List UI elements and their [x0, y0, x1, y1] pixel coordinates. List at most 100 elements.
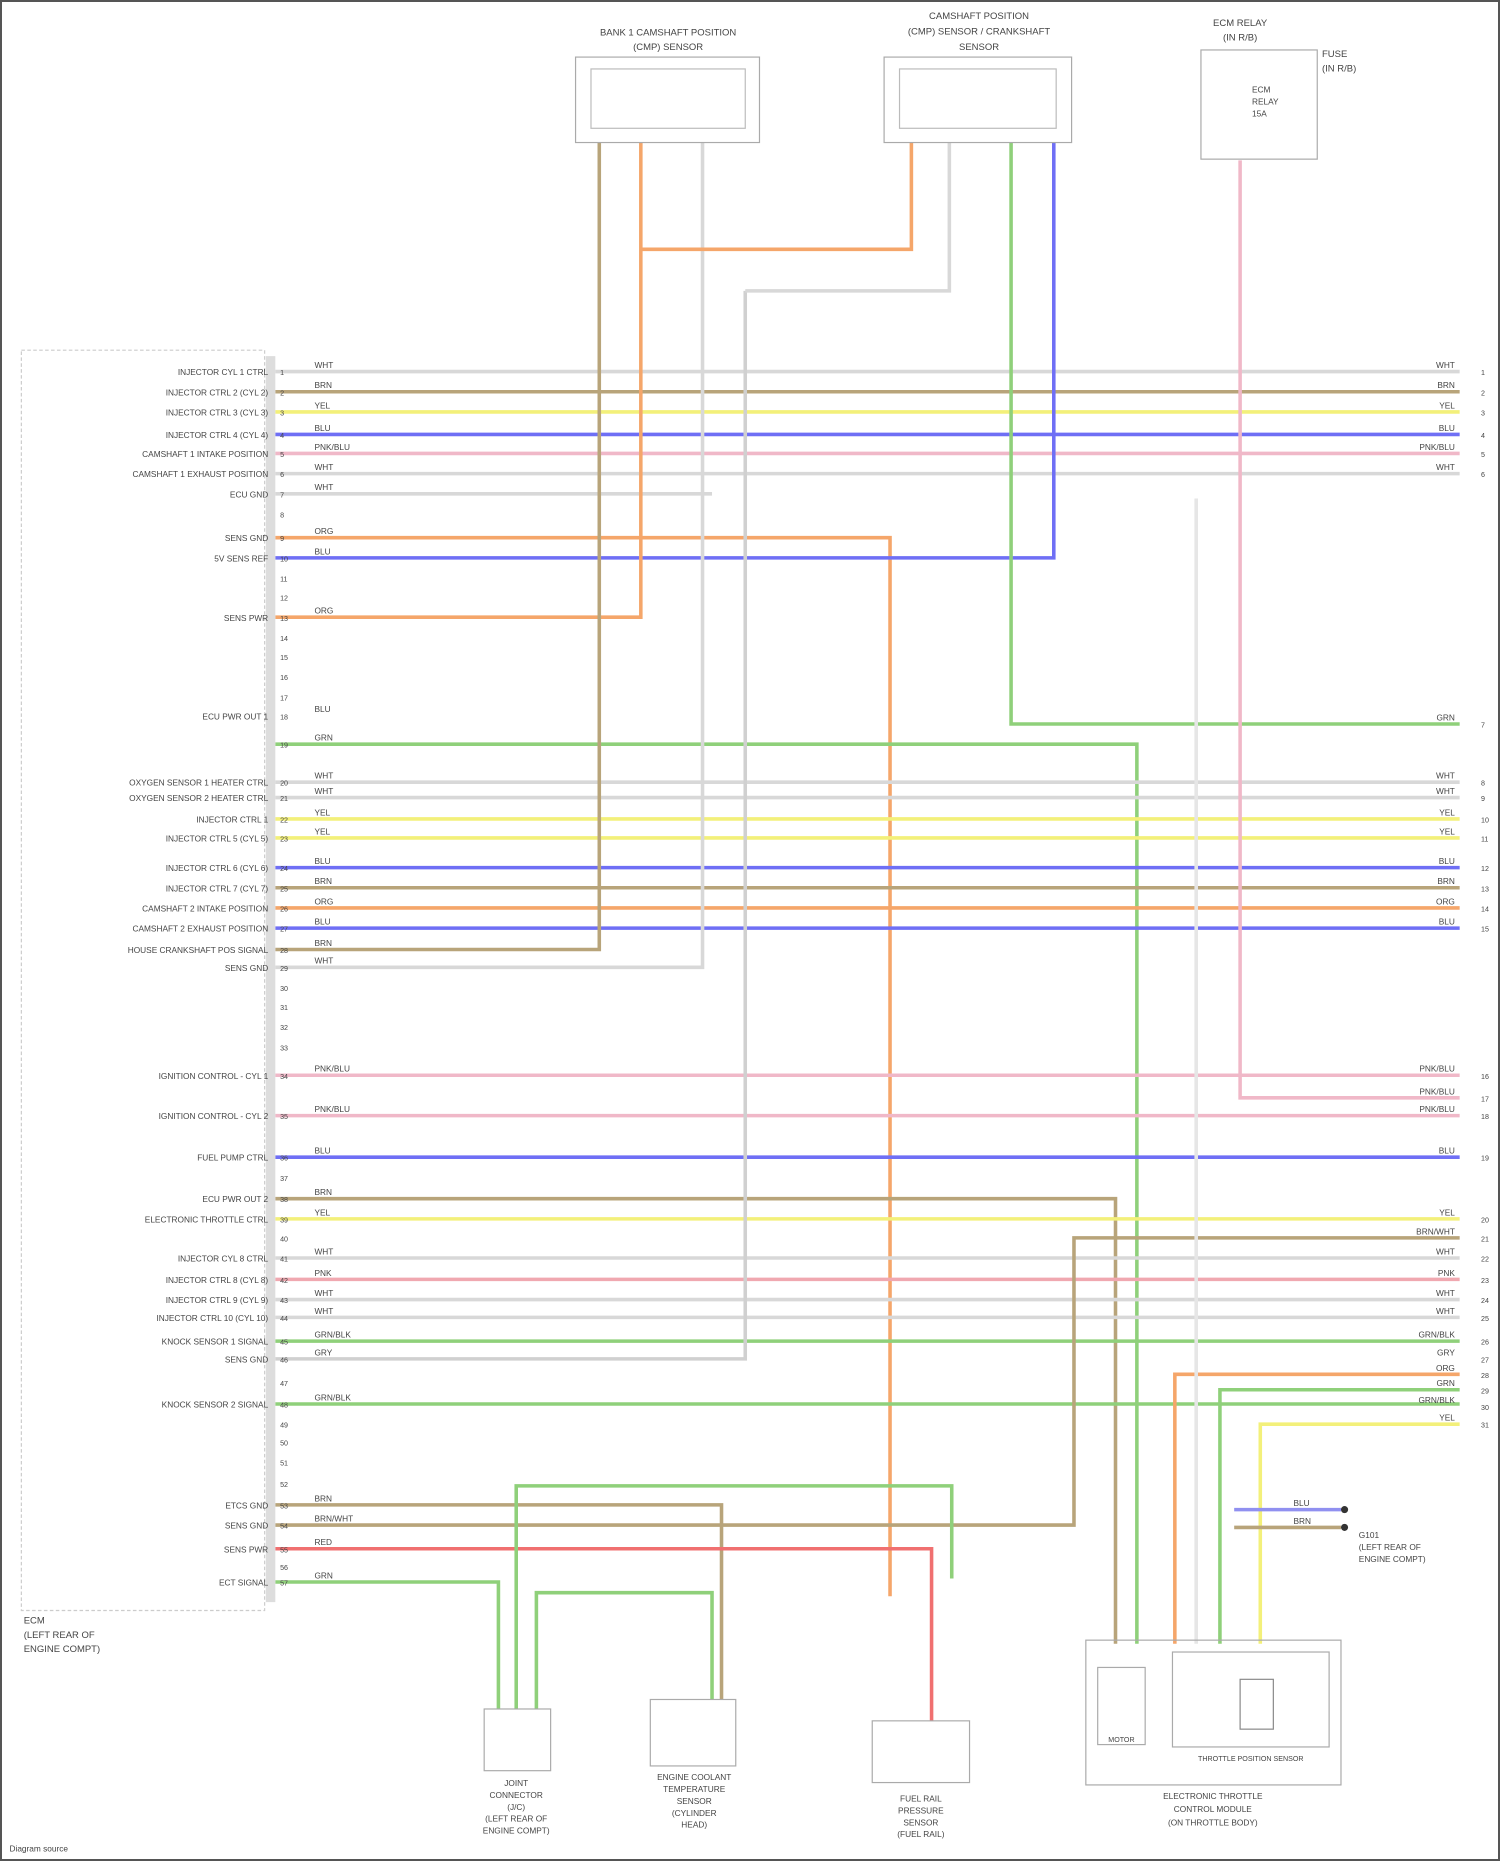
wire — [275, 290, 748, 1361]
pin-number: 11 — [280, 576, 287, 584]
right-wire-code: BRN — [1437, 876, 1455, 886]
ground-label-2: (LEFT REAR OF — [1359, 1542, 1421, 1552]
pin-number: 55 — [280, 1546, 288, 1554]
right-wire-code: YEL — [1439, 826, 1455, 836]
cmp-sensor-2-label-1: CAMSHAFT POSITION — [929, 11, 1029, 22]
right-pin-number: 28 — [1481, 1372, 1489, 1380]
right-wire-code: BLU — [1439, 423, 1455, 433]
ground-label-1: G101 — [1359, 1530, 1380, 1540]
right-pin-number: 12 — [1481, 865, 1489, 873]
pin-number: 24 — [280, 865, 288, 873]
wire-code: YEL — [314, 1207, 330, 1217]
pin-number: 21 — [280, 795, 288, 803]
pin-number: 2 — [280, 389, 284, 397]
pin-number: 29 — [280, 965, 288, 973]
pin-label: ECU GND — [230, 489, 268, 499]
right-wire-code: WHT — [1436, 462, 1455, 472]
wire-code: ORG — [314, 526, 333, 536]
pin-number: 48 — [280, 1402, 288, 1410]
right-pin-number: 21 — [1481, 1235, 1489, 1243]
right-wire-code: YEL — [1439, 1207, 1455, 1217]
ect-label-3: SENSOR — [677, 1796, 712, 1806]
fuse-label-2: (IN R/B) — [1322, 63, 1356, 74]
right-wire-code: BRN — [1437, 380, 1455, 390]
pin-label: INJECTOR CTRL 8 (CYL 8) — [166, 1275, 269, 1285]
ect-sensor-box — [649, 1698, 737, 1767]
ground-point-2 — [1340, 1523, 1349, 1531]
tps-element — [1239, 1678, 1274, 1730]
wire-code: WHT — [314, 771, 333, 781]
throttle-motor-box — [1097, 1666, 1146, 1746]
pin-number: 45 — [280, 1339, 288, 1347]
pin-number: 51 — [280, 1460, 288, 1468]
wire-code: WHT — [314, 956, 333, 966]
pin-label: INJECTOR CYL 8 CTRL — [178, 1254, 269, 1264]
wire — [275, 142, 705, 970]
wire-code: YEL — [314, 400, 330, 410]
right-pin-number: 25 — [1481, 1315, 1489, 1323]
fps-label-1: FUEL RAIL — [900, 1794, 942, 1804]
ground-wire-2: BRN — [1294, 1516, 1312, 1526]
wire-code: PNK/BLU — [314, 1104, 350, 1114]
fps-label-4: (FUEL RAIL) — [897, 1829, 944, 1839]
pin-number: 15 — [280, 654, 288, 662]
cmp-sensor-1-label-1: BANK 1 CAMSHAFT POSITION — [600, 28, 736, 39]
ecm-label-3: ENGINE COMPT) — [24, 1644, 100, 1655]
pin-number: 20 — [280, 780, 288, 788]
pin-label: CAMSHAFT 1 EXHAUST POSITION — [132, 469, 268, 479]
wire — [1258, 1422, 1460, 1644]
wire — [275, 535, 892, 1597]
pin-number: 49 — [280, 1422, 288, 1430]
right-wire-code: GRN — [1436, 712, 1454, 722]
pin-number: 27 — [280, 926, 288, 934]
wire — [275, 142, 643, 619]
right-wire-code: BLU — [1439, 856, 1455, 866]
pin-label: SENS GND — [225, 1521, 268, 1531]
wire — [275, 1196, 1118, 1644]
wire-code: YEL — [314, 807, 330, 817]
right-wire-code: GRN/BLK — [1418, 1330, 1455, 1340]
wire-code: PNK/BLU — [314, 442, 350, 452]
wire-code: WHT — [314, 360, 333, 370]
pin-label: HOUSE CRANKSHAFT POS SIGNAL — [128, 945, 269, 955]
wire-code: WHT — [314, 482, 333, 492]
pin-label: INJECTOR CTRL 10 (CYL 10) — [156, 1313, 268, 1323]
right-pin-number: 8 — [1481, 780, 1485, 788]
pin-number: 8 — [280, 512, 284, 520]
wire-code: RED — [314, 1537, 332, 1547]
right-wire-code: BLU — [1439, 1146, 1455, 1156]
right-pin-number: 27 — [1481, 1356, 1489, 1364]
pin-label: SENS PWR — [224, 1544, 268, 1554]
pin-number: 31 — [280, 1004, 288, 1012]
footer-credit: Diagram source — [9, 1843, 68, 1853]
wire-code: BRN — [314, 876, 332, 886]
cmp-sensor-1-inner — [590, 68, 746, 129]
pin-number: 18 — [280, 713, 288, 721]
wires-layer — [275, 142, 1460, 1721]
wire-code: YEL — [314, 826, 330, 836]
ecm-label-2: (LEFT REAR OF — [24, 1630, 95, 1641]
pin-number: 7 — [280, 491, 284, 499]
pin-label: INJECTOR CTRL 6 (CYL 6) — [166, 863, 269, 873]
pin-label: CAMSHAFT 1 INTAKE POSITION — [142, 449, 268, 459]
ground-label-3: ENGINE COMPT) — [1359, 1554, 1426, 1564]
jc-label-2: CONNECTOR — [490, 1790, 543, 1800]
pin-number: 33 — [280, 1044, 288, 1052]
throttle-module-box — [1085, 1639, 1342, 1786]
pin-number: 5 — [280, 451, 284, 459]
ect-label-4: (CYLINDER — [672, 1808, 717, 1818]
pin-number: 39 — [280, 1216, 288, 1224]
right-pin-number: 29 — [1481, 1387, 1489, 1395]
ecm-label-1: ECM — [24, 1616, 45, 1627]
right-wire-code: ORG — [1436, 896, 1455, 906]
wire — [275, 142, 602, 952]
right-pin-number: 14 — [1481, 906, 1489, 914]
right-pin-number: 5 — [1481, 451, 1485, 459]
fuel-pressure-sensor-box — [871, 1720, 971, 1784]
relay-inner-1: ECM — [1252, 85, 1271, 95]
pin-number: 34 — [280, 1073, 288, 1081]
wire-code: BLU — [314, 704, 330, 714]
pin-number: 37 — [280, 1175, 288, 1183]
pin-number: 54 — [280, 1523, 288, 1531]
